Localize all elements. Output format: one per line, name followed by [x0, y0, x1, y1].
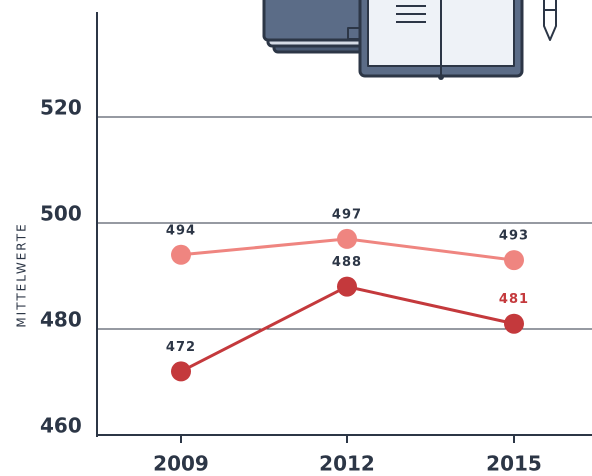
chart: MITTELWERTE 460 480 500 520 2009 2012 2015 494 4…	[0, 0, 592, 476]
y-tick-label: 520	[40, 96, 82, 120]
y-tick-label: 460	[40, 414, 82, 438]
y-tick-label: 480	[40, 308, 82, 332]
value-label: 493	[499, 229, 529, 244]
data-point	[504, 314, 524, 334]
x-tick-label: 2015	[486, 452, 542, 476]
data-point	[337, 277, 357, 297]
data-point	[171, 245, 191, 265]
data-point	[504, 250, 524, 270]
illustration	[264, 0, 556, 80]
value-label: 481	[499, 292, 529, 307]
value-label: 472	[166, 340, 196, 355]
data-point	[171, 361, 191, 381]
value-label: 488	[332, 255, 362, 270]
x-tick-label: 2012	[319, 452, 375, 476]
x-tick-label: 2009	[153, 452, 209, 476]
value-label: 494	[166, 223, 196, 238]
data-point	[337, 229, 357, 249]
value-label: 497	[332, 207, 362, 222]
page: MITTELWERTE 460 480 500 520 2009 2012 2015 494 4…	[0, 0, 592, 476]
y-tick-label: 500	[40, 202, 82, 226]
y-axis-label: MITTELWERTE	[15, 222, 29, 327]
